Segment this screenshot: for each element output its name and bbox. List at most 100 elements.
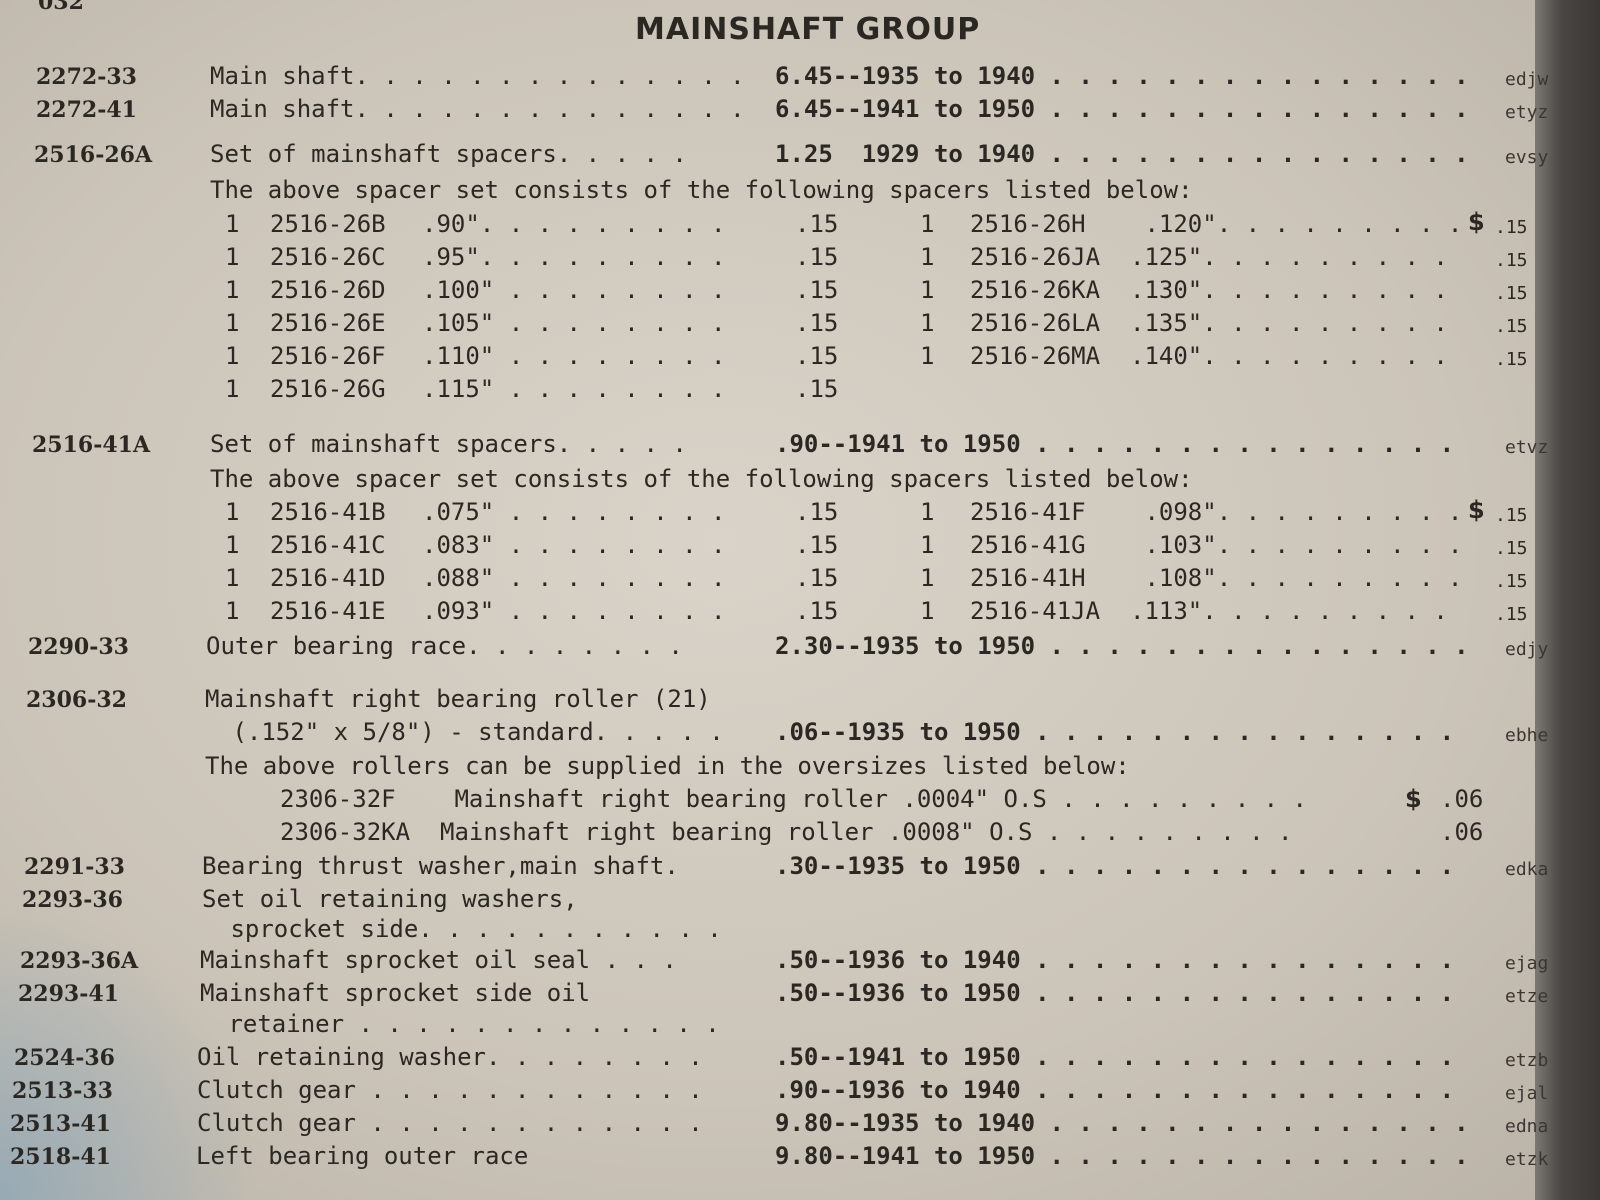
spacer-part-number: 2516-26E [270,309,386,337]
oversize-price: .06 [1440,818,1484,846]
spacer-qty: 1 [225,309,240,337]
order-code: edjy [1505,639,1549,660]
spacer-part-number: 2516-41H [970,564,1086,592]
part-description: Mainshaft right bearing roller (21) [205,685,711,713]
part-description: Oil retaining washer. . . . . . . . [197,1043,703,1071]
part-description: Outer bearing race. . . . . . . . [206,632,683,660]
spacer-size: .110" . . . . . . . . [422,342,726,370]
part-description: (.152" x 5/8") - standard. . . . . [218,718,724,746]
order-code: ebhe [1505,725,1549,746]
price-and-years: .30--1935 to 1950 . . . . . . . . . . . … [775,852,1455,880]
section-title: MAINSHAFT GROUP [635,12,981,47]
part-description: Set of mainshaft spacers. . . . . [210,140,687,168]
price-and-years: .50--1936 to 1950 . . . . . . . . . . . … [775,979,1455,1007]
spacer-price: .15 [1495,316,1528,337]
spacer-size: .083" . . . . . . . . [422,531,726,559]
part-number: 2293-36A [20,948,139,974]
spacer-qty: 1 [225,597,240,625]
spacer-price: .15 [795,243,839,271]
part-description: Mainshaft sprocket oil seal . . . [200,946,677,974]
page-number: 032 [38,0,84,15]
spacer-qty: 1 [225,342,240,370]
spacer-size: .130". . . . . . . . . [1130,276,1448,304]
spacer-size: .098". . . . . . . . . [1130,498,1463,526]
spacer-price: .15 [1495,538,1528,559]
price-and-years: .90--1936 to 1940 . . . . . . . . . . . … [775,1076,1455,1104]
spacer-size: .120". . . . . . . . . [1130,210,1463,238]
order-code: ejal [1505,1083,1549,1104]
spacer-qty: 1 [920,309,935,337]
part-number: 2290-33 [28,634,129,660]
price-and-years: .06--1935 to 1950 . . . . . . . . . . . … [775,718,1455,746]
part-description: Clutch gear . . . . . . . . . . . . [197,1076,703,1104]
spacer-size: .103". . . . . . . . . [1130,531,1463,559]
spacer-price: .15 [1495,604,1528,625]
price-and-years: .90--1941 to 1950 . . . . . . . . . . . … [775,430,1455,458]
part-description: Left bearing outer race [196,1142,529,1170]
spacer-size: .088" . . . . . . . . [422,564,726,592]
spacer-qty: 1 [920,210,935,238]
spacer-price: .15 [795,210,839,238]
spacer-price: .15 [795,564,839,592]
dollar-sign: $ [1405,785,1422,813]
part-number: 2306-32 [26,687,127,713]
order-code: ejag [1505,953,1549,974]
spacer-qty: 1 [920,498,935,526]
spacer-size: .105" . . . . . . . . [422,309,726,337]
spacer-price: .15 [795,531,839,559]
spacer-size: .075" . . . . . . . . [422,498,726,526]
spacer-size: .95". . . . . . . . . [422,243,726,271]
spacer-part-number: 2516-41F [970,498,1086,526]
spacer-price: .15 [795,342,839,370]
oversize-description: Mainshaft right bearing roller .0004" O.… [440,785,1307,813]
spacer-size: .108". . . . . . . . . [1130,564,1463,592]
order-code: etzb [1505,1050,1549,1071]
part-number: 2518-41 [10,1144,111,1170]
spacer-part-number: 2516-26JA [970,243,1101,271]
spacer-size: .90". . . . . . . . . [422,210,726,238]
spacer-part-number: 2516-41D [270,564,386,592]
spacer-size: .115" . . . . . . . . [422,375,726,403]
part-description: sprocket side. . . . . . . . . . . [216,915,722,943]
part-description: Main shaft. . . . . . . . . . . . . . [210,95,745,123]
part-number: 2513-41 [10,1111,111,1137]
part-description: Set oil retaining washers, [202,885,578,913]
part-description: retainer . . . . . . . . . . . . . [214,1010,720,1038]
spacer-part-number: 2516-41B [270,498,386,526]
part-number: 2513-33 [12,1078,113,1104]
spacer-price: .15 [1495,349,1528,370]
part-number: 2516-41A [32,432,151,458]
spacer-part-number: 2516-26B [270,210,386,238]
dollar-sign: $ [1468,496,1485,524]
spacer-size: .100" . . . . . . . . [422,276,726,304]
spacer-price: .15 [795,498,839,526]
spacer-part-number: 2516-41E [270,597,386,625]
spacer-qty: 1 [920,243,935,271]
part-number: 2293-41 [18,981,119,1007]
spacer-qty: 1 [225,498,240,526]
spacer-price: .15 [1495,283,1528,304]
order-code: edjw [1505,69,1549,90]
spacer-part-number: 2516-41C [270,531,386,559]
spacer-part-number: 2516-41G [970,531,1086,559]
spacer-price: .15 [1495,250,1528,271]
spacer-qty: 1 [920,597,935,625]
part-number: 2291-33 [24,854,125,880]
part-description: The above spacer set consists of the fol… [210,176,1193,204]
spacer-qty: 1 [920,531,935,559]
order-code: evsy [1505,147,1549,168]
spacer-price: .15 [1495,571,1528,592]
part-description: Main shaft. . . . . . . . . . . . . . [210,62,745,90]
spacer-qty: 1 [920,276,935,304]
spacer-part-number: 2516-26H [970,210,1086,238]
spacer-part-number: 2516-26G [270,375,386,403]
price-and-years: .50--1941 to 1950 . . . . . . . . . . . … [775,1043,1455,1071]
spacer-part-number: 2516-26KA [970,276,1101,304]
spacer-qty: 1 [225,210,240,238]
order-code: etyz [1505,102,1549,123]
spacer-qty: 1 [225,375,240,403]
order-code: etvz [1505,437,1549,458]
spacer-qty: 1 [225,531,240,559]
spacer-price: .15 [795,597,839,625]
price-and-years: .50--1936 to 1940 . . . . . . . . . . . … [775,946,1455,974]
